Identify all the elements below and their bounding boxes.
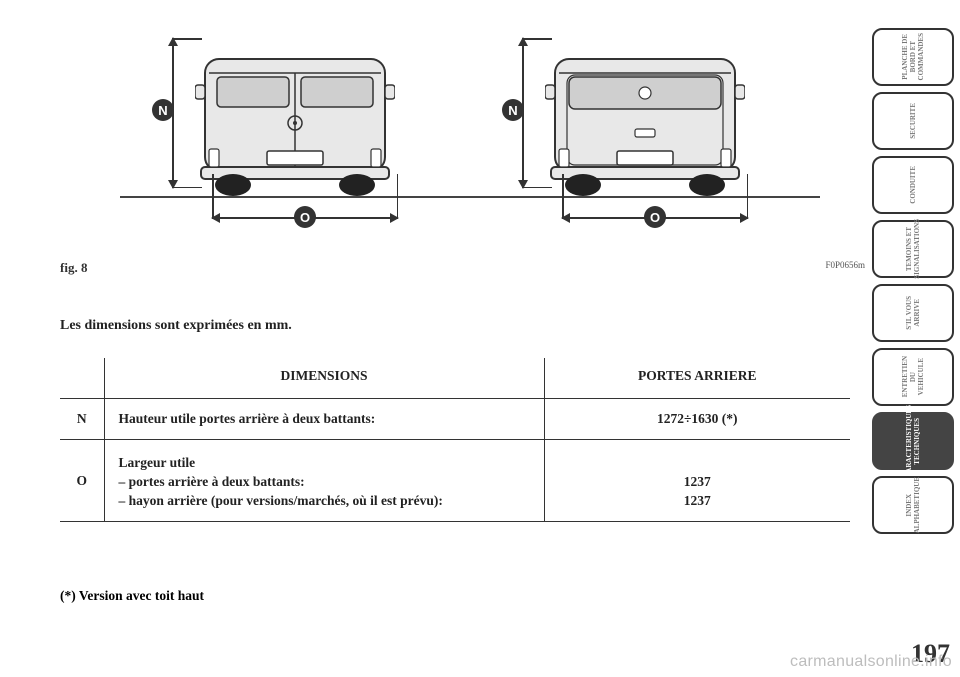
van-double-door: N O — [150, 30, 440, 240]
table-sym-n: N — [60, 399, 104, 440]
van-tailgate-svg — [545, 51, 745, 196]
intro-text: Les dimensions sont exprimées en mm. — [60, 318, 292, 334]
table-desc-o: Largeur utile – portes arrière à deux ba… — [104, 440, 544, 522]
table-val-o-l1: 1237 — [553, 474, 843, 490]
table-desc-o-title: Largeur utile — [119, 455, 536, 471]
side-tabs: PLANCHE DE BORD ET COMMANDES SECURITE CO… — [872, 28, 954, 534]
tab-planche[interactable]: PLANCHE DE BORD ET COMMANDES — [872, 28, 954, 86]
dim-o-label: O — [294, 206, 316, 228]
dim-o-label: O — [644, 206, 666, 228]
table-val-n: 1272÷1630 (*) — [544, 399, 850, 440]
tab-conduite[interactable]: CONDUITE — [872, 156, 954, 214]
van-double-door-svg — [195, 51, 395, 196]
dim-n-label: N — [502, 99, 524, 121]
tab-entretien[interactable]: ENTRETIEN DU VEHICULE — [872, 348, 954, 406]
dimension-n: N — [158, 38, 188, 188]
figure-caption-row: fig. 8 F0P0656m — [60, 260, 865, 276]
table-desc-o-l2: – hayon arrière (pour versions/marchés, … — [119, 493, 536, 509]
dimension-o: O — [562, 204, 748, 232]
tab-arrive[interactable]: S'IL VOUS ARRIVE — [872, 284, 954, 342]
dimensions-table: DIMENSIONS PORTES ARRIERE N Hauteur util… — [60, 358, 850, 522]
table-header-blank — [60, 358, 104, 399]
figure-label: fig. 8 — [60, 260, 87, 276]
ground-line — [470, 196, 820, 198]
dimension-n: N — [508, 38, 538, 188]
tab-temoins[interactable]: TEMOINS ET SIGNALISATIONS — [872, 220, 954, 278]
tab-securite[interactable]: SECURITE — [872, 92, 954, 150]
watermark: carmanualsonline.info — [790, 653, 952, 671]
page-content: N O — [60, 30, 865, 650]
table-val-o: 1237 1237 — [544, 440, 850, 522]
table-header-dim: DIMENSIONS — [104, 358, 544, 399]
dimension-o: O — [212, 204, 398, 232]
tab-index[interactable]: INDEX ALPHABETIQUE — [872, 476, 954, 534]
table-sym-o: O — [60, 440, 104, 522]
ground-line — [120, 196, 470, 198]
table-desc-o-l1: – portes arrière à deux battants: — [119, 474, 536, 490]
table-desc-n: Hauteur utile portes arrière à deux batt… — [104, 399, 544, 440]
van-tailgate: N O — [500, 30, 790, 240]
diagram-area: N O — [150, 30, 790, 240]
table-val-o-l2: 1237 — [553, 493, 843, 509]
tab-caracteristiques[interactable]: CARACTERISTIQUES TECHNIQUES — [872, 412, 954, 470]
footnote: (*) Version avec toit haut — [60, 588, 204, 604]
table-header-val: PORTES ARRIERE — [544, 358, 850, 399]
dim-n-label: N — [152, 99, 174, 121]
figure-code: F0P0656m — [825, 260, 865, 276]
